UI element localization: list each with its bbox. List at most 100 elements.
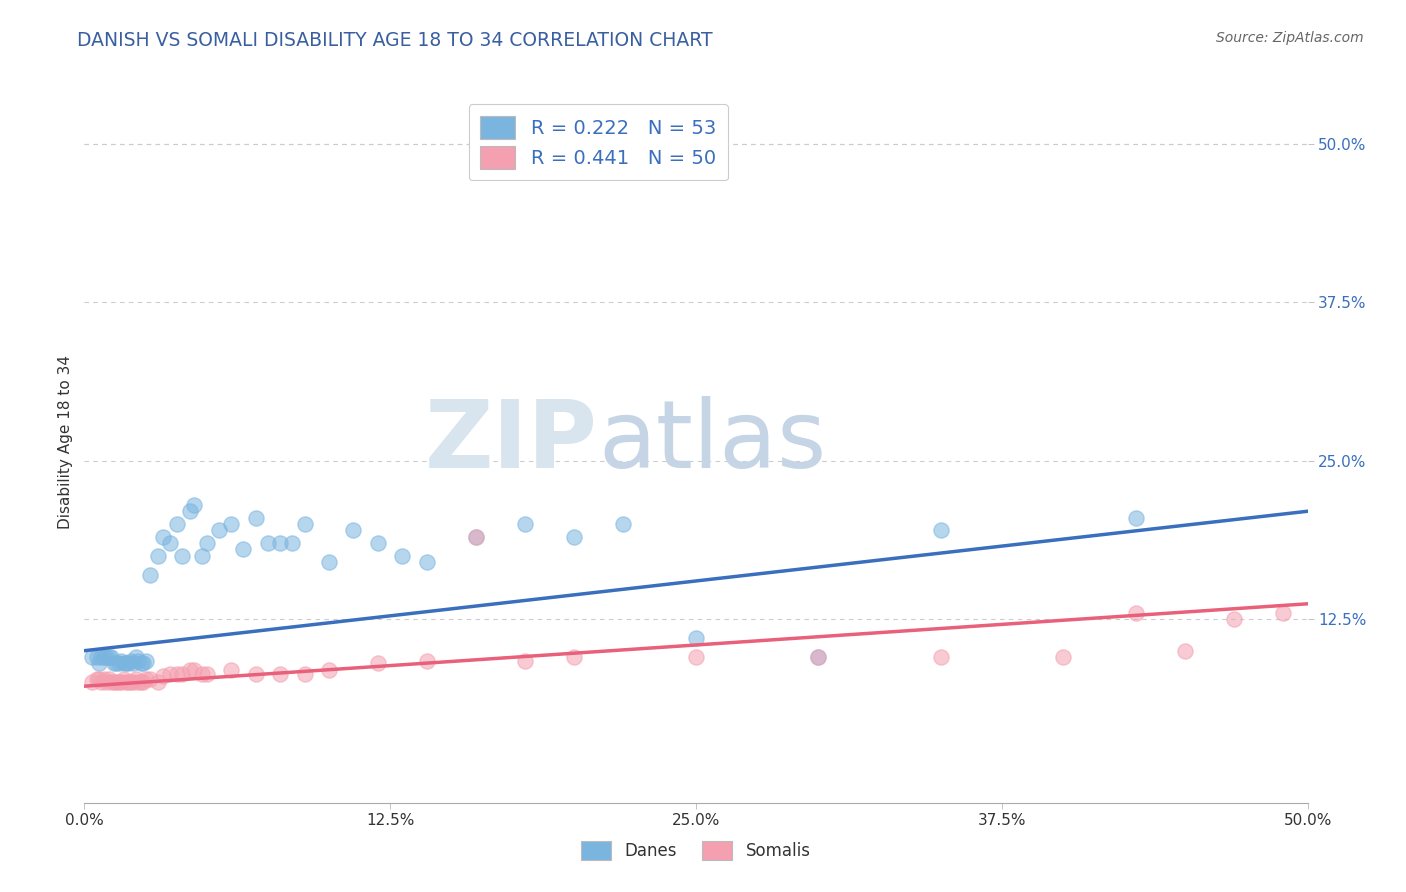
Point <box>513 654 536 668</box>
Point <box>122 657 145 671</box>
Point <box>416 555 439 569</box>
Point <box>80 675 103 690</box>
Point <box>179 663 201 677</box>
Point <box>100 675 122 690</box>
Point <box>132 675 155 690</box>
Point <box>107 657 129 671</box>
Point <box>464 530 486 544</box>
Point <box>685 650 707 665</box>
Point <box>127 675 149 690</box>
Point <box>86 650 108 665</box>
Point <box>195 666 218 681</box>
Point <box>269 536 291 550</box>
Point <box>318 555 340 569</box>
Point <box>191 666 214 681</box>
Point <box>183 663 205 677</box>
Point <box>929 650 952 665</box>
Text: atlas: atlas <box>598 395 827 488</box>
Point <box>1125 510 1147 524</box>
Point <box>367 536 389 550</box>
Point <box>139 672 162 686</box>
Point <box>110 675 132 690</box>
Point <box>96 675 118 690</box>
Point <box>562 650 585 665</box>
Point <box>90 650 112 665</box>
Point <box>152 669 174 683</box>
Point <box>159 666 181 681</box>
Point <box>120 675 142 690</box>
Point <box>1223 612 1246 626</box>
Point <box>219 663 242 677</box>
Point <box>129 657 152 671</box>
Point <box>97 672 120 686</box>
Text: ZIP: ZIP <box>425 395 598 488</box>
Point <box>1174 643 1197 657</box>
Point <box>166 516 188 531</box>
Point <box>195 536 218 550</box>
Point <box>80 650 103 665</box>
Point <box>183 498 205 512</box>
Point <box>416 654 439 668</box>
Point <box>132 657 155 671</box>
Point <box>112 657 135 671</box>
Point <box>117 657 139 671</box>
Point <box>172 666 194 681</box>
Point <box>1125 606 1147 620</box>
Point <box>245 666 267 681</box>
Point <box>87 657 110 671</box>
Point <box>152 530 174 544</box>
Point <box>179 504 201 518</box>
Text: DANISH VS SOMALI DISABILITY AGE 18 TO 34 CORRELATION CHART: DANISH VS SOMALI DISABILITY AGE 18 TO 34… <box>77 31 713 50</box>
Point <box>112 672 135 686</box>
Point <box>281 536 304 550</box>
Point <box>257 536 280 550</box>
Point <box>107 675 129 690</box>
Point <box>318 663 340 677</box>
Point <box>125 672 148 686</box>
Point <box>191 549 214 563</box>
Legend: Danes, Somalis: Danes, Somalis <box>575 834 817 867</box>
Point <box>97 650 120 665</box>
Point <box>294 516 316 531</box>
Point <box>219 516 242 531</box>
Point <box>562 530 585 544</box>
Point <box>110 654 132 668</box>
Point <box>96 650 118 665</box>
Point <box>269 666 291 681</box>
Text: Source: ZipAtlas.com: Source: ZipAtlas.com <box>1216 31 1364 45</box>
Point <box>807 650 830 665</box>
Point <box>367 657 389 671</box>
Point <box>391 549 413 563</box>
Point <box>807 650 830 665</box>
Point <box>135 654 157 668</box>
Point <box>93 650 115 665</box>
Point <box>93 672 115 686</box>
Point <box>103 657 125 671</box>
Point <box>100 650 122 665</box>
Point <box>232 542 254 557</box>
Point <box>159 536 181 550</box>
Point <box>245 510 267 524</box>
Point <box>120 654 142 668</box>
Point <box>208 523 231 537</box>
Point <box>86 672 108 686</box>
Point <box>122 675 145 690</box>
Point <box>87 672 110 686</box>
Point <box>146 675 169 690</box>
Point <box>464 530 486 544</box>
Point <box>90 675 112 690</box>
Point <box>342 523 364 537</box>
Point <box>115 675 138 690</box>
Point <box>1052 650 1074 665</box>
Point <box>125 650 148 665</box>
Point <box>127 654 149 668</box>
Point <box>166 666 188 681</box>
Point <box>117 675 139 690</box>
Point <box>146 549 169 563</box>
Point <box>135 672 157 686</box>
Point <box>1272 606 1295 620</box>
Point <box>139 567 162 582</box>
Point <box>513 516 536 531</box>
Point <box>115 657 138 671</box>
Point <box>929 523 952 537</box>
